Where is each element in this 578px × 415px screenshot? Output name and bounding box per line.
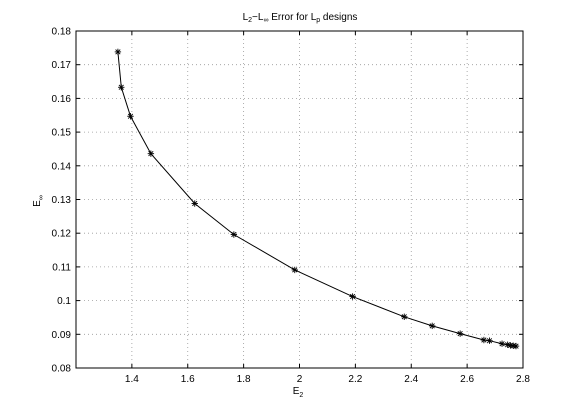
y-tick-label: 0.15 <box>52 128 72 139</box>
y-tick-label: 0.09 <box>52 330 72 341</box>
data-point <box>118 84 125 91</box>
y-axis-label-base: E <box>32 200 43 207</box>
title-part: designs <box>320 12 357 23</box>
data-point <box>512 342 520 350</box>
data-point <box>498 340 506 347</box>
data-point <box>114 48 122 56</box>
grid <box>76 31 523 368</box>
y-tick-label: 0.16 <box>52 94 72 105</box>
x-tick-label: 2 <box>297 374 303 385</box>
title-part: L <box>258 12 264 23</box>
data-point <box>127 113 134 120</box>
data-point <box>230 231 238 238</box>
y-tick-label: 0.08 <box>52 364 72 375</box>
x-tick-labels: 1.4 1.6 1.8 2 2.2 2.4 2.6 2.8 <box>125 374 530 385</box>
x-tick-label: 2.8 <box>516 374 530 385</box>
data-point <box>401 313 408 320</box>
data-point <box>191 200 198 207</box>
title-part: − <box>252 12 258 23</box>
x-tick-label: 1.4 <box>125 374 139 385</box>
x-tick-label: 1.8 <box>237 374 251 385</box>
series-group <box>114 48 520 350</box>
title-part: L <box>243 12 249 23</box>
data-point <box>147 150 155 157</box>
ticks <box>76 30 524 369</box>
data-point <box>291 266 298 274</box>
data-point <box>349 293 356 300</box>
data-point <box>486 337 493 344</box>
y-axis-label-sub: ∞ <box>38 195 45 200</box>
x-axis-label-base: E <box>293 386 300 397</box>
x-axis-label: E2 <box>293 386 304 399</box>
y-axis-label: E∞ <box>32 195 45 207</box>
x-axis-label-sub: 2 <box>299 392 303 399</box>
y-tick-labels: 0.08 0.09 0.1 0.11 0.12 0.13 0.14 0.15 0.16 0.17 0… <box>52 27 72 375</box>
data-point <box>429 322 436 330</box>
y-tick-label: 0.18 <box>52 27 72 38</box>
title-sub: p <box>316 17 320 24</box>
y-tick-label: 0.14 <box>52 161 72 172</box>
chart-title: L2−L∞ Error for Lp designs <box>243 12 358 24</box>
y-tick-label: 0.13 <box>52 195 72 206</box>
y-tick-label: 0.17 <box>52 60 72 71</box>
x-tick-label: 1.6 <box>181 374 195 385</box>
y-tick-label: 0.11 <box>52 262 71 273</box>
x-tick-label: 2.2 <box>348 374 362 385</box>
y-tick-label: 0.12 <box>52 229 72 240</box>
data-point <box>480 336 488 344</box>
y-tick-label: 0.1 <box>57 296 71 307</box>
title-part: L <box>311 12 317 23</box>
title-sub: 2 <box>248 17 252 24</box>
x-tick-label: 2.4 <box>404 374 418 385</box>
title-sub: ∞ <box>263 17 268 24</box>
title-part: Error for <box>268 12 310 23</box>
x-tick-label: 2.6 <box>460 374 474 385</box>
data-point <box>456 330 464 337</box>
